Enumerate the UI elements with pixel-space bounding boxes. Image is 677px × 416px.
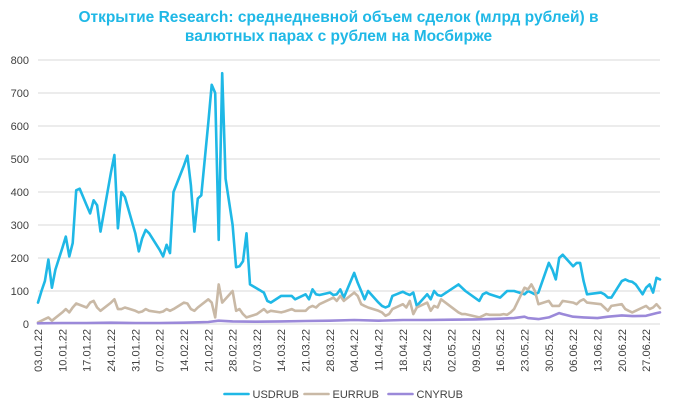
x-tick-label: 31.01.22 [130,329,142,372]
y-tick-label: 200 [11,253,29,265]
x-tick-label: 07.02.22 [155,329,167,372]
x-tick-label: 14.02.22 [179,329,191,372]
y-tick-label: 500 [11,154,29,166]
x-tick-label: 06.06.22 [568,329,580,372]
x-tick-label: 04.04.22 [349,329,361,372]
y-tick-label: 600 [11,121,29,133]
x-tick-label: 09.05.22 [471,329,483,372]
y-tick-label: 300 [11,220,29,232]
legend-label-cnyrub: CNYRUB [417,389,463,401]
chart-title-line-1: Открытие Research: среднедневной объем с… [78,9,599,26]
x-tick-label: 13.06.22 [592,329,604,372]
x-tick-label: 18.04.22 [398,329,410,372]
x-tick-label: 17.01.22 [82,329,94,372]
chart-title: Открытие Research: среднедневной объем с… [0,8,677,46]
x-tick-label: 14.03.22 [276,329,288,372]
x-tick-label: 07.03.22 [252,329,264,372]
x-tick-label: 27.06.22 [641,329,653,372]
x-tick-label: 25.04.22 [422,329,434,372]
x-tick-label: 30.05.22 [544,329,556,372]
x-tick-label: 20.06.22 [617,329,629,372]
legend-label-eurrub: EURRUB [333,389,379,401]
x-tick-label: 11.04.22 [374,329,386,371]
y-tick-label: 100 [11,286,29,298]
x-tick-label: 02.05.22 [447,329,459,372]
x-tick-label: 21.03.22 [301,329,313,372]
x-tick-label: 24.01.22 [106,329,118,372]
series-line-eurrub [36,283,662,324]
x-tick-label: 28.03.22 [325,329,337,372]
x-tick-label: 21.02.22 [203,329,215,372]
legend-label-usdrub: USDRUB [253,389,299,401]
y-tick-label: 800 [11,55,29,67]
y-tick-label: 700 [11,88,29,100]
y-tick-label: 0 [23,319,29,331]
x-tick-label: 16.05.22 [495,329,507,372]
series-line-cnyrub [36,311,662,325]
x-tick-label: 10.01.22 [57,329,69,372]
chart-title-line-2: валютных парах с рублем на Мосбирже [184,28,493,45]
series-line-usdrub [36,71,662,309]
x-tick-label: 28.02.22 [228,329,240,372]
x-tick-label: 23.05.22 [519,329,531,372]
y-tick-label: 400 [11,187,29,199]
x-tick-label: 03.01.22 [33,329,45,372]
